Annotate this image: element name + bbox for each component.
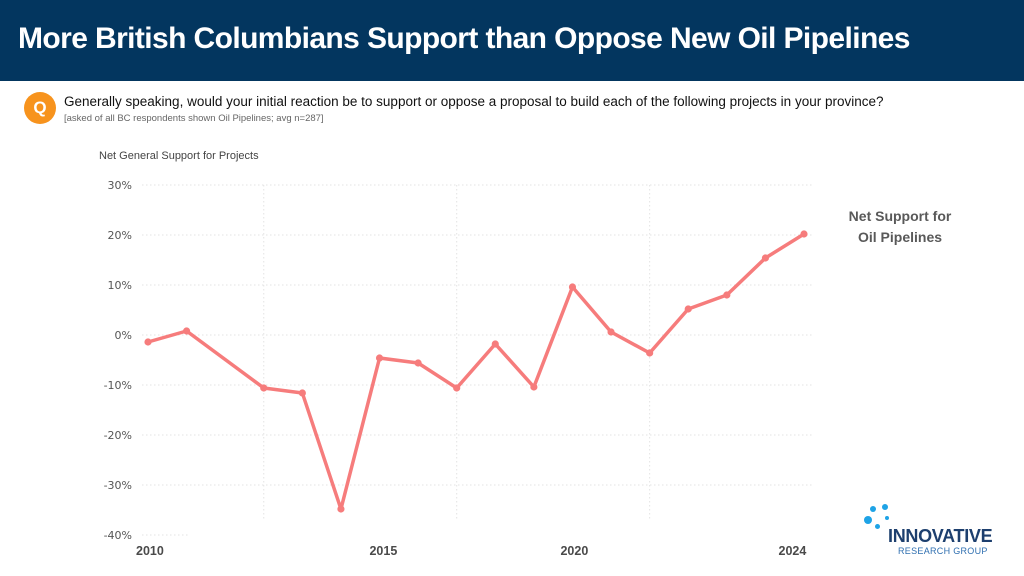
data-point [144,338,152,346]
data-point [800,230,808,238]
y-tick-label: -20% [104,429,132,442]
sample-note: [asked of all BC respondents shown Oil P… [64,113,324,124]
data-point [337,505,345,513]
data-point [453,384,461,392]
data-point [684,305,692,313]
logo-dot-icon [875,524,880,529]
chart-title: Net General Support for Projects [99,150,259,162]
data-point [761,254,770,262]
logo-name: INNOVATIVE [888,526,993,546]
data-point [530,383,538,391]
question-badge-icon: Q [24,92,56,124]
y-tick-label: 10% [108,279,132,292]
x-tick-label: 2020 [560,544,588,558]
innovative-research-logo: INNOVATIVE RESEARCH GROUP [858,504,1008,564]
x-tick-label: 2015 [369,544,397,558]
data-point [568,283,577,291]
data-point [607,328,615,336]
y-tick-label: -30% [104,479,132,492]
y-tick-label: -40% [104,529,132,542]
x-axis-ticks: 2010 2015 2020 2024 [136,544,806,558]
data-point [182,327,191,335]
y-tick-label: 20% [108,229,132,242]
data-point [414,359,422,367]
y-tick-label: 0% [115,329,132,342]
data-point [646,349,654,357]
series-label-line-1: Net Support for [848,208,952,224]
series-label-line-2: Oil Pipelines [857,229,943,245]
logo-dot-icon [885,516,889,520]
data-point [298,389,306,397]
survey-question: Generally speaking, would your initial r… [64,94,884,109]
slide-title: More British Columbians Support than Opp… [18,22,910,55]
logo-subtitle: RESEARCH GROUP [898,546,988,556]
data-point [723,291,731,299]
gridlines [142,184,814,536]
y-tick-label: 30% [108,179,132,192]
logo-dot-icon [882,504,888,510]
x-tick-label: 2010 [136,544,164,558]
logo-dot-icon [870,506,876,512]
series-oil-pipelines [144,230,808,513]
x-tick-label: 2024 [779,544,807,558]
title-banner: More British Columbians Support than Opp… [0,0,1024,81]
series-label: Net Support for Oil Pipelines [830,206,970,248]
y-axis-ticks: 30% 20% 10% 0% -10% -20% -30% -40% [104,179,132,542]
data-point [260,384,268,392]
y-tick-label: -10% [104,379,132,392]
series-line [146,232,806,511]
logo-dot-icon [864,516,872,524]
data-point [491,340,499,348]
data-point [375,354,384,362]
